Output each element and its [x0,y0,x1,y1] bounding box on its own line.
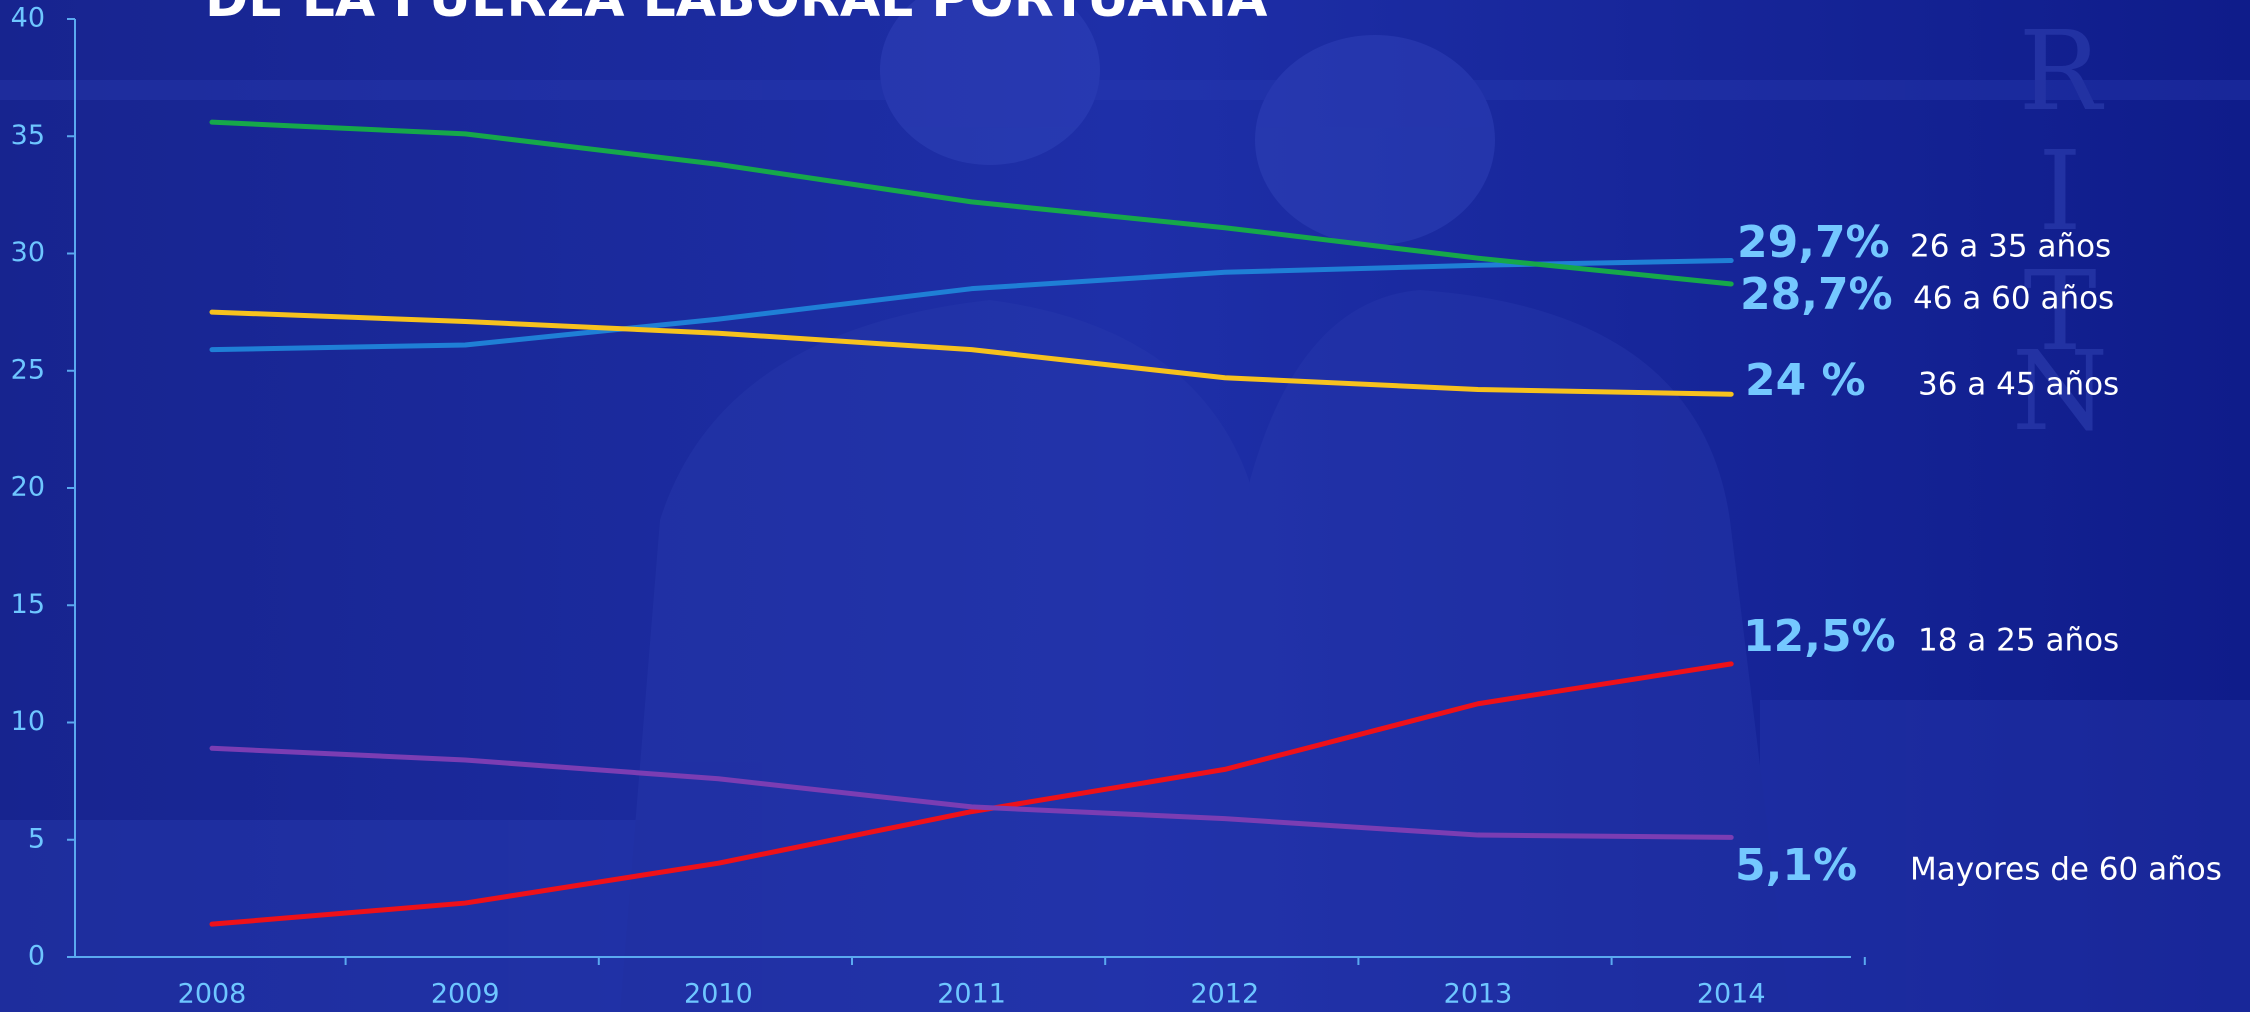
legend-label: 18 a 25 años [1918,623,2119,659]
x-tick-label: 2008 [178,979,247,1010]
legend-label: 26 a 35 años [1910,229,2111,265]
x-tick-label: 2012 [1190,979,1259,1010]
legend-label: Mayores de 60 años [1910,852,2222,888]
y-tick-label: 30 [11,237,45,268]
y-tick-label: 20 [11,472,45,503]
value-label: 29,7% [1737,217,1890,268]
x-tick-label: 2009 [431,979,500,1010]
x-tick-label: 2011 [937,979,1006,1010]
legend-label: 36 a 45 años [1918,367,2119,403]
value-label: 24 % [1745,355,1866,406]
y-tick-label: 35 [11,120,45,151]
value-label: 12,5% [1743,611,1896,662]
y-tick-label: 0 [28,941,45,972]
x-tick-label: 2013 [1444,979,1513,1010]
series-line [209,309,1734,397]
x-tick-label: 2014 [1697,979,1766,1010]
series-line [209,745,1734,840]
svg-text:I: I [2038,127,2081,255]
y-tick-label: 25 [11,354,45,385]
series-line [209,661,1734,927]
y-tick-label: 10 [11,706,45,737]
x-tick-label: 2010 [684,979,753,1010]
value-label: 28,7% [1740,269,1893,320]
y-tick-label: 40 [11,3,45,34]
svg-text:T: T [2023,247,2096,375]
series-line [209,258,1734,353]
series-line [209,119,1734,287]
y-tick-label: 15 [11,589,45,620]
svg-text:R: R [2019,7,2105,135]
chart-title: DE LA FUERZA LABORAL PORTUARIA [205,0,1267,29]
legend-label: 46 a 60 años [1913,281,2114,317]
svg-text:N: N [2012,327,2108,455]
y-tick-label: 5 [28,823,45,854]
value-label: 5,1% [1735,840,1857,891]
